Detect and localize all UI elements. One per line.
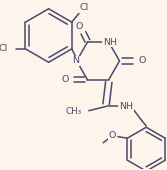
Text: O: O [138, 56, 146, 65]
Text: O: O [61, 75, 69, 84]
Text: NH: NH [119, 102, 133, 111]
Text: O: O [109, 131, 116, 140]
Text: NH: NH [103, 38, 117, 47]
Text: N: N [72, 56, 79, 65]
Text: O: O [76, 22, 83, 31]
Text: Cl: Cl [0, 44, 8, 53]
Text: CH₃: CH₃ [66, 107, 82, 116]
Text: Cl: Cl [79, 3, 89, 12]
